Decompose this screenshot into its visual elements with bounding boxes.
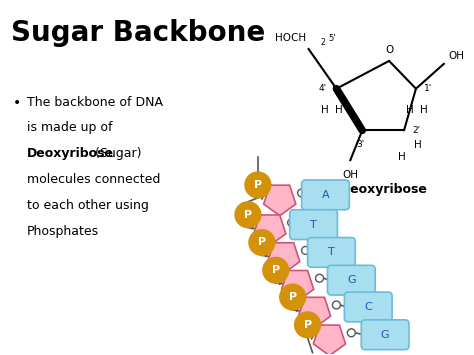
Text: 2: 2	[320, 38, 325, 47]
FancyBboxPatch shape	[345, 292, 392, 322]
Text: is made up of: is made up of	[27, 121, 113, 135]
Text: G: G	[347, 275, 356, 285]
Circle shape	[280, 284, 306, 310]
Text: 2': 2'	[412, 126, 420, 135]
Text: P: P	[272, 265, 280, 275]
Text: 5': 5'	[328, 34, 336, 43]
Circle shape	[249, 230, 275, 255]
Polygon shape	[268, 243, 300, 273]
Text: P: P	[303, 320, 311, 330]
Text: 1': 1'	[424, 84, 432, 93]
Text: H: H	[414, 140, 422, 150]
Text: T: T	[310, 220, 317, 230]
Circle shape	[332, 301, 340, 309]
Text: Sugar Backbone: Sugar Backbone	[11, 19, 265, 47]
Text: H: H	[398, 152, 406, 162]
Text: molecules connected: molecules connected	[27, 173, 161, 186]
Text: OH: OH	[449, 51, 465, 61]
Text: Phosphates: Phosphates	[27, 225, 100, 237]
Circle shape	[245, 172, 271, 198]
Text: 2-Deoxyribose: 2-Deoxyribose	[326, 183, 427, 196]
Text: H: H	[320, 105, 328, 115]
Circle shape	[347, 329, 356, 337]
Circle shape	[263, 257, 289, 283]
Circle shape	[301, 246, 310, 255]
Text: 4': 4'	[319, 84, 327, 93]
Text: The backbone of DNA: The backbone of DNA	[27, 95, 163, 109]
Text: 3': 3'	[356, 140, 365, 149]
FancyBboxPatch shape	[308, 237, 356, 267]
Text: H: H	[420, 105, 428, 115]
Circle shape	[316, 274, 323, 282]
Circle shape	[295, 312, 320, 338]
Text: P: P	[244, 210, 252, 220]
Text: to each other using: to each other using	[27, 199, 149, 212]
Polygon shape	[264, 185, 296, 216]
FancyBboxPatch shape	[301, 180, 349, 210]
Text: C: C	[365, 302, 372, 312]
Text: (Sugar): (Sugar)	[91, 147, 141, 160]
Text: T: T	[328, 247, 335, 257]
Text: Deoxyribose: Deoxyribose	[27, 147, 114, 160]
Text: P: P	[258, 237, 266, 247]
Polygon shape	[282, 271, 314, 301]
Polygon shape	[313, 325, 346, 355]
Text: H: H	[406, 105, 414, 115]
Text: H: H	[335, 105, 342, 115]
Polygon shape	[299, 297, 331, 328]
Text: G: G	[381, 330, 390, 340]
Circle shape	[235, 202, 261, 228]
Text: OH: OH	[342, 170, 358, 180]
Text: A: A	[322, 190, 329, 200]
Text: O: O	[385, 45, 393, 55]
Circle shape	[298, 189, 306, 197]
Text: P: P	[254, 180, 262, 190]
Text: P: P	[289, 292, 297, 302]
Text: •: •	[13, 95, 22, 110]
Polygon shape	[254, 215, 286, 245]
FancyBboxPatch shape	[328, 265, 375, 295]
FancyBboxPatch shape	[361, 320, 409, 350]
Circle shape	[288, 219, 296, 226]
Text: HOCH: HOCH	[275, 33, 307, 43]
FancyBboxPatch shape	[290, 210, 337, 240]
